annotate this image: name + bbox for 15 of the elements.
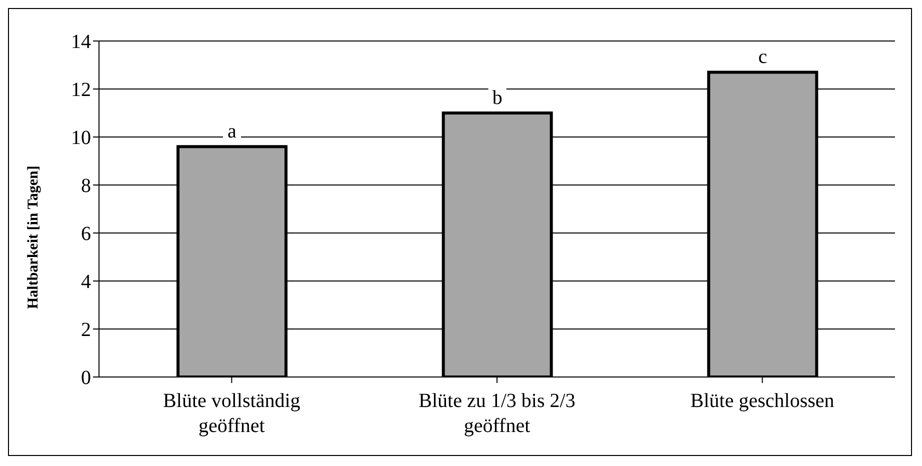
x-tick-label: Blüte vollständig geöffnet: [163, 390, 300, 437]
y-tick-label: 2: [81, 319, 91, 342]
y-tick-label: 0: [81, 367, 91, 390]
annotation: c: [758, 46, 768, 68]
y-axis-title: Haltbarkeit [in Tagen]: [25, 166, 42, 309]
y-tick-label: 6: [81, 223, 91, 246]
y-tick-label: 12: [71, 79, 91, 102]
annotation: b: [492, 87, 502, 109]
x-tick-label: Blüte geschlossen: [690, 390, 834, 412]
y-tick-label: 4: [81, 271, 91, 294]
y-tick-label: 14: [71, 31, 91, 54]
x-tick-label: Blüte zu 1/3 bis 2/3 geöffnet: [418, 390, 576, 437]
annotation: a: [228, 120, 237, 143]
y-tick-label: 10: [71, 127, 91, 150]
y-tick-label: 8: [81, 175, 91, 198]
